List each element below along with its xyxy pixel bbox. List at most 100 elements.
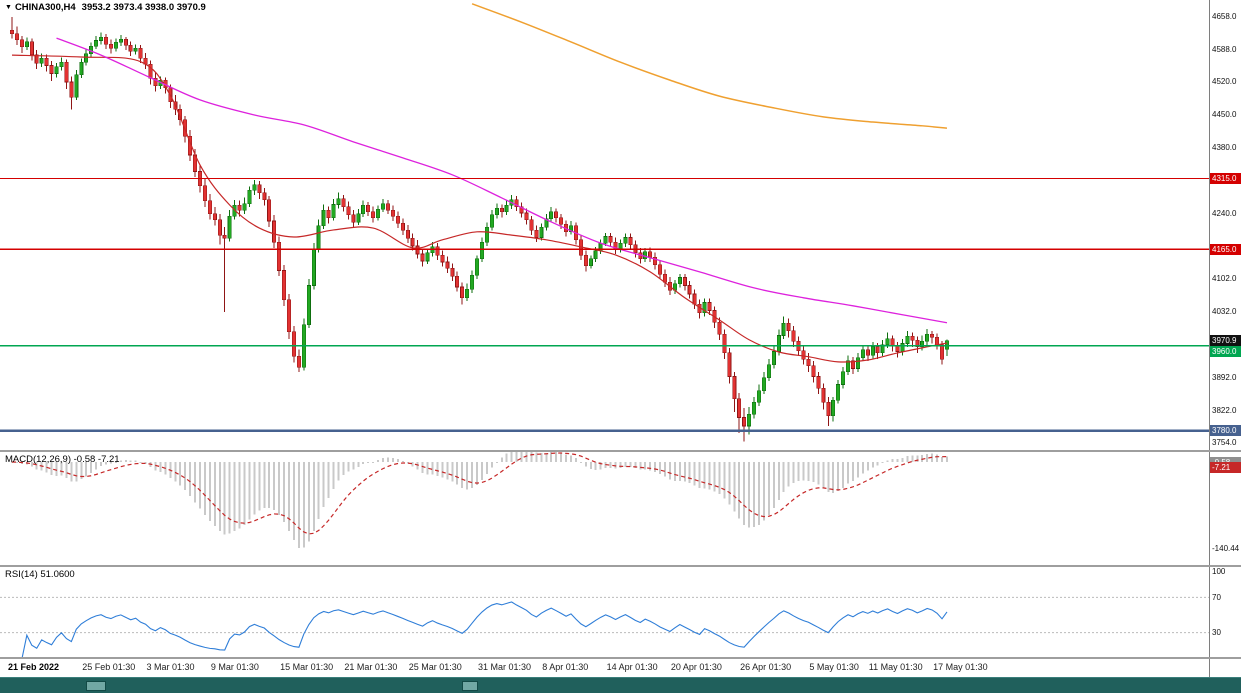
candle [935,337,940,346]
candle [242,203,247,211]
price-box-4165.0: 4165.0 [1210,243,1241,255]
candle [534,230,539,238]
price-panel: ▼ CHINA300,H4 3953.2 3973.4 3938.0 3970.9 [0,0,1209,450]
candle [910,336,915,341]
candles [10,16,949,442]
time-label: 14 Apr 01:30 [606,662,658,672]
candle [10,29,15,35]
candle [316,225,321,250]
candle [742,417,747,427]
candle [895,345,900,352]
panel-resize-separator[interactable] [0,450,1241,452]
candle [74,74,79,98]
candle [361,205,366,215]
candle [717,322,722,335]
candle [529,219,534,231]
candle [395,215,400,224]
candle [296,355,301,368]
candle [336,198,341,205]
ma-fast-red [11,54,948,363]
candle [237,205,242,211]
candle [440,255,445,263]
candle [390,209,395,217]
panel-resize-separator[interactable] [0,657,1241,659]
candle [880,344,885,354]
price-tick: 4450.0 [1212,110,1237,120]
candle [489,214,494,228]
price-chart[interactable] [0,0,1209,450]
price-tick: 4380.0 [1212,143,1237,153]
candle [544,218,549,228]
candle [291,331,296,357]
candle [311,248,316,286]
candle [588,258,593,267]
candle [648,251,653,258]
macd-axis-min: -140.44 [1212,544,1240,553]
candle [14,33,19,40]
candle [628,237,633,245]
price-tick: 4240.0 [1212,209,1237,219]
symbol-name: CHINA300,H4 [14,2,76,13]
candle [781,322,786,336]
time-label: 25 Mar 01:30 [408,662,462,672]
candle [702,302,707,314]
rsi-chart[interactable] [0,567,1209,657]
panel-resize-separator[interactable] [0,565,1241,567]
time-label: 5 May 01:30 [809,662,859,672]
candle [366,205,371,212]
horizontal-level-lines [0,177,1209,432]
time-label: 26 Apr 01:30 [740,662,792,672]
candle [445,261,450,269]
macd-title: MACD(12,26,9) -0.58 -7.21 [5,454,120,465]
candle [831,399,836,416]
candle [450,267,455,277]
candle [455,275,460,288]
candle [900,343,905,352]
time-label: 9 Mar 01:30 [210,662,259,672]
candle [603,236,608,244]
price-tick: 4032.0 [1212,307,1237,317]
candle [801,350,806,360]
rsi-axis-label: 100 [1212,566,1226,576]
rsi-axis-label: 70 [1212,592,1221,602]
candle [885,338,890,346]
symbol-dropdown-icon[interactable]: ▼ [5,4,12,11]
candle [846,360,851,373]
price-tick: 3822.0 [1212,406,1237,416]
candle [89,45,94,55]
candle [287,299,292,333]
macd-chart[interactable] [0,452,1209,565]
candle [282,270,287,300]
candle [39,58,44,64]
candle [460,286,465,299]
candle [356,213,361,223]
time-label: 8 Apr 01:30 [542,662,589,672]
candle [385,203,390,211]
candle [593,250,598,259]
candle [944,340,949,350]
candle [405,230,410,239]
taskbar-button[interactable] [462,681,478,691]
time-label: 17 May 01:30 [933,662,988,672]
candle [920,340,925,348]
candle [653,256,658,266]
candle [687,285,692,295]
candle [761,377,766,391]
candle [682,277,687,286]
candle [425,252,430,262]
rsi-level-lines [0,596,1209,634]
price-tick: 4588.0 [1212,45,1237,55]
candle [222,234,227,239]
candle [49,65,54,74]
candle [212,213,217,220]
candle [524,212,529,220]
candle [376,208,381,218]
time-axis[interactable]: 21 Feb 2022 25 Feb 01:30 3 Mar 01:30 9 Mar … [0,659,1209,677]
price-axis[interactable]: 4658.0 4588.0 4520.0 4450.0 4380.0 4240.0 4102… [1209,0,1241,677]
moving-average-lines [11,3,948,363]
rsi-panel: RSI(14) 51.0600 [0,567,1209,657]
symbol-title: ▼ CHINA300,H4 3953.2 3973.4 3938.0 3970.9 [5,2,206,13]
candle [539,226,544,238]
taskbar-button[interactable] [86,681,106,691]
candle [475,258,480,276]
